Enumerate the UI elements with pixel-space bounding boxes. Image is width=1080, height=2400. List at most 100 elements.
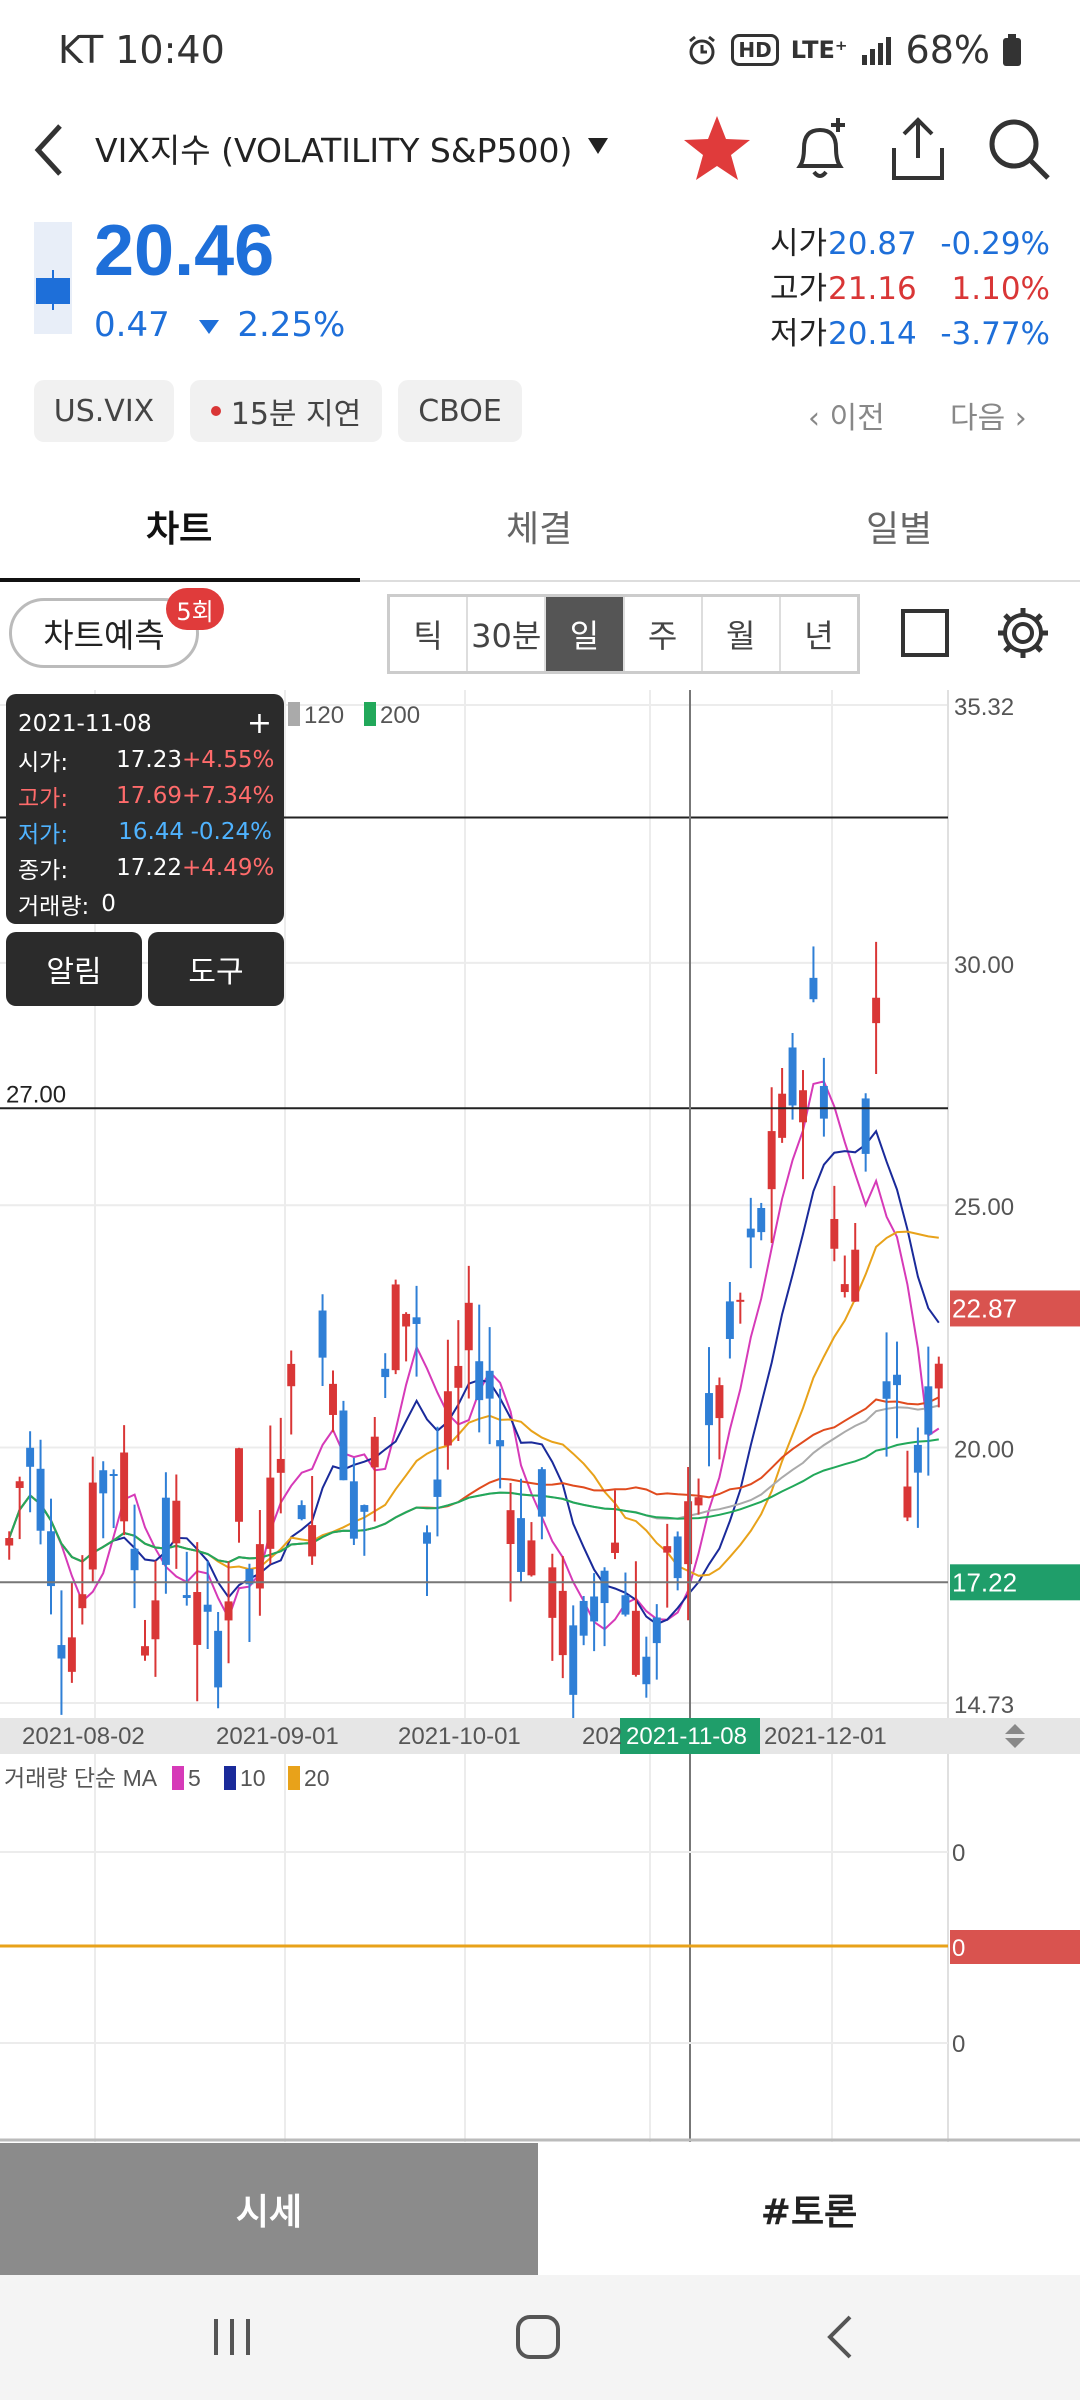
- current-price-tag-label: 22.87: [952, 1293, 1017, 1323]
- open-pct: -0.29%: [940, 226, 1050, 262]
- x-tick-label: 2021-08-02: [22, 1723, 145, 1750]
- x-tick-label: 2021-09-01: [216, 1723, 339, 1750]
- tooltip-high: 17.69: [116, 783, 182, 809]
- candle-body: [600, 1570, 609, 1604]
- volume-legend-label: 5: [188, 1765, 201, 1791]
- alert-button[interactable]: 알림: [6, 932, 142, 1006]
- y-tick-label: 35.32: [954, 694, 1014, 721]
- candle-body: [757, 1208, 766, 1233]
- candle-body: [746, 1228, 755, 1238]
- candle-body: [235, 1448, 243, 1522]
- candle-body: [934, 1363, 943, 1389]
- period-30min[interactable]: 30분: [468, 597, 547, 671]
- open-label: 시가: [770, 226, 828, 262]
- candle-body: [255, 1544, 264, 1589]
- prev-button[interactable]: ‹ 이전: [808, 393, 885, 437]
- ma-line: [8, 1438, 939, 1564]
- lte-icon: LTE⁺: [790, 36, 848, 64]
- candle-body: [621, 1595, 630, 1615]
- symbol-chip[interactable]: US.VIX: [34, 380, 174, 442]
- tab-trades[interactable]: 체결: [506, 509, 573, 550]
- tools-button[interactable]: 도구: [148, 932, 284, 1006]
- candle-body: [360, 1505, 369, 1512]
- period-tick[interactable]: 틱: [390, 597, 469, 671]
- candle-body: [318, 1310, 327, 1358]
- bell-plus-icon[interactable]: [788, 114, 852, 184]
- tab-discussion[interactable]: #토론: [538, 2143, 1080, 2275]
- gear-icon[interactable]: [994, 604, 1052, 662]
- resize-handle-icon: [1005, 1724, 1025, 1748]
- y-tick-label: 30.00: [954, 952, 1014, 979]
- candle-body: [412, 1317, 421, 1324]
- candle-body: [381, 1368, 390, 1378]
- candle-body: [141, 1646, 149, 1656]
- search-icon[interactable]: [984, 114, 1054, 184]
- tooltip-date: 2021-11-08: [18, 711, 152, 737]
- candle-body: [840, 1284, 849, 1293]
- candle-body: [893, 1374, 901, 1386]
- current-price: 20.46: [94, 211, 275, 291]
- candle-body: [151, 1600, 160, 1640]
- candle-body: [496, 1440, 505, 1447]
- high-label: 고가: [770, 271, 828, 307]
- candle-body: [308, 1525, 317, 1557]
- candle-body: [809, 977, 818, 1000]
- period-week[interactable]: 주: [625, 597, 703, 671]
- page-title[interactable]: VIX지수 (VOLATILITY S&P500): [95, 131, 573, 170]
- candle-body: [475, 1361, 484, 1401]
- system-back-icon[interactable]: [820, 2313, 860, 2361]
- fullscreen-icon[interactable]: [900, 608, 950, 658]
- crosshair-date-tag: [620, 1718, 760, 1754]
- candle-body: [57, 1645, 66, 1659]
- back-icon[interactable]: [28, 118, 68, 182]
- candle-body: [715, 1385, 724, 1419]
- prev-label: 이전: [829, 401, 885, 436]
- tab-quote[interactable]: 시세: [0, 2143, 538, 2275]
- chevron-left-icon: ‹: [808, 401, 830, 436]
- mini-candle: [34, 222, 72, 334]
- volume-legend: 거래량 단순 MA: [4, 1765, 158, 1791]
- tab-chart[interactable]: 차트: [146, 509, 213, 550]
- candle-body: [443, 1391, 452, 1446]
- candle-body: [819, 1085, 828, 1119]
- period-month[interactable]: 월: [703, 597, 781, 671]
- candle-body: [861, 1098, 870, 1154]
- period-year[interactable]: 년: [804, 617, 834, 655]
- legend-swatch: [288, 702, 300, 726]
- tab-daily[interactable]: 일별: [866, 509, 933, 550]
- system-nav-bar: [0, 2275, 1080, 2400]
- legend-swatch: [364, 702, 376, 726]
- status-bar: KT 10:40 HD LTE⁺ 68%: [0, 0, 1080, 100]
- candle-body: [788, 1047, 797, 1106]
- candle-body: [245, 1568, 254, 1585]
- share-icon[interactable]: [888, 114, 948, 184]
- period-day[interactable]: 일: [546, 597, 625, 671]
- ohlc-summary: 시가20.87 -0.29% 고가21.16 1.10% 저가20.14 -3.77%: [770, 222, 1050, 357]
- tooltip-high-label: 고가:: [18, 786, 69, 812]
- candle-body: [652, 1617, 661, 1644]
- delay-chip: 15분 지연: [190, 380, 382, 442]
- star-icon[interactable]: [682, 114, 752, 182]
- home-icon[interactable]: [514, 2313, 562, 2361]
- exchange-chip[interactable]: CBOE: [398, 380, 522, 442]
- plus-icon[interactable]: +: [246, 706, 272, 741]
- battery-icon: [1003, 34, 1021, 66]
- recents-icon[interactable]: [210, 2315, 254, 2359]
- ma-line: [8, 1396, 940, 1564]
- candle-body: [684, 1501, 693, 1565]
- volume-y-label: 0: [952, 1840, 965, 1867]
- hline-label: 27.00: [6, 1081, 66, 1108]
- chevron-down-icon[interactable]: [586, 136, 610, 156]
- candle-body: [830, 1218, 839, 1249]
- candle-body: [47, 1531, 55, 1587]
- chart-predict-button[interactable]: 차트예측: [9, 598, 199, 668]
- volume-legend-swatch: [224, 1766, 236, 1790]
- candle-body: [402, 1313, 411, 1327]
- next-button[interactable]: 다음 ›: [950, 393, 1027, 437]
- candle-body: [433, 1479, 442, 1497]
- candle-body: [193, 1592, 202, 1645]
- high-pct: 1.10%: [951, 271, 1050, 307]
- price-change: 0.47 2.25%: [94, 305, 345, 345]
- candle-body: [203, 1604, 212, 1612]
